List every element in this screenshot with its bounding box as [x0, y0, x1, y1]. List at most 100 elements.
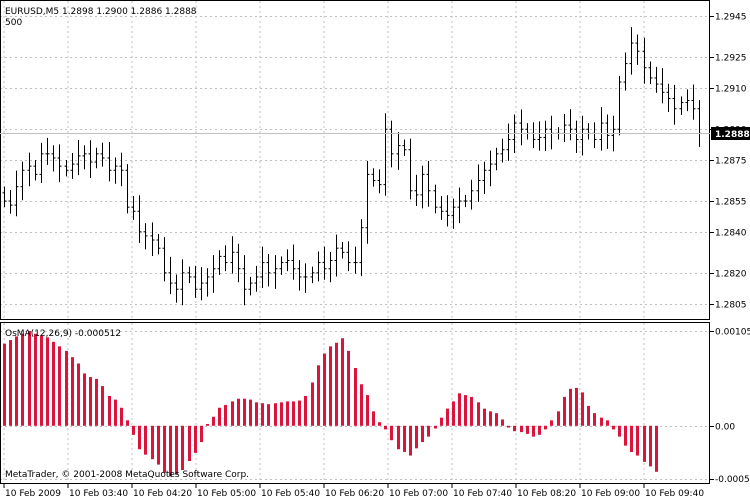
price-tick-label: 1.2945 [715, 13, 747, 23]
price-bar [334, 234, 339, 277]
symbol-info: EURUSD,M5 1.2898 1.2900 1.2886 1.2888 [5, 7, 197, 17]
osma-bar [630, 425, 633, 452]
osma-histogram[interactable] [3, 331, 658, 477]
price-bar [396, 132, 401, 170]
price-bar [679, 96, 684, 115]
osma-bar [384, 425, 387, 430]
osma-bar [501, 419, 504, 426]
price-bar [457, 187, 462, 224]
price-bar [414, 174, 419, 206]
osma-bar [126, 420, 129, 426]
osma-bar [95, 378, 98, 426]
osma-bar [58, 346, 61, 426]
osma-bar [415, 425, 418, 449]
osma-bar [557, 411, 560, 426]
osma-bar [286, 401, 289, 426]
price-bar [156, 233, 161, 255]
indicator-axis: 0.001053 0.00 -0.000587 [710, 328, 750, 485]
price-bar [217, 250, 222, 275]
osma-bar [477, 402, 480, 426]
osma-bar [151, 425, 154, 460]
price-bar [494, 147, 499, 171]
price-bar [340, 242, 345, 259]
osma-bar [83, 373, 86, 426]
osma-bar [329, 346, 332, 426]
osma-bar [40, 335, 43, 426]
osma-bar [52, 341, 55, 426]
price-bar [260, 246, 265, 288]
osma-bar [77, 363, 80, 426]
osma-bar [581, 392, 584, 426]
osma-bar [132, 425, 135, 435]
price-bar [205, 268, 210, 297]
price-bar [439, 196, 444, 220]
price-bar [482, 161, 487, 195]
price-bar [193, 265, 198, 298]
price-bar [8, 189, 13, 214]
osma-bar [206, 423, 209, 426]
time-tick-label: 10 Feb 07:40 [453, 489, 512, 499]
price-tick-label: 1.2875 [715, 157, 747, 167]
osma-bar [470, 396, 473, 426]
price-bar [568, 109, 573, 141]
time-tick-label: 10 Feb 07:00 [389, 489, 448, 499]
osma-bar [175, 425, 178, 475]
osma-bar [304, 396, 307, 426]
time-tick-label: 10 Feb 06:20 [325, 489, 384, 499]
price-bar [476, 164, 481, 202]
osma-bar [34, 333, 37, 426]
price-bar [27, 152, 32, 187]
osma-bar [120, 407, 123, 426]
price-bar [599, 107, 604, 151]
price-bar [685, 89, 690, 112]
price-bar [580, 115, 585, 156]
osma-bar [347, 350, 350, 426]
osma-bar [9, 340, 12, 426]
osma-bar [261, 403, 264, 426]
indicator-label[interactable]: OsMA(12,26,9) -0.000512 [5, 329, 121, 339]
price-bar [519, 109, 524, 146]
osma-bar [101, 386, 104, 426]
osma-bar [163, 425, 166, 473]
main-chart-grid [0, 1, 710, 320]
price-bar [20, 161, 25, 201]
time-tick-label: 10 Feb 05:00 [197, 489, 256, 499]
price-bar [70, 153, 75, 179]
osma-bar [600, 417, 603, 426]
osma-bar [366, 395, 369, 426]
price-bar [648, 61, 653, 85]
price-bar [445, 195, 450, 227]
osma-bar [434, 425, 437, 429]
time-tick-label: 10 Feb 08:20 [517, 489, 576, 499]
indicator-tick-label: 0.00 [715, 423, 735, 433]
price-tick-label: 1.2820 [715, 270, 747, 280]
price-bar [420, 165, 425, 209]
osma-bar [243, 398, 246, 426]
time-tick-label: 10 Feb 09:40 [645, 489, 704, 499]
osma-bar [593, 413, 596, 426]
price-bar [365, 160, 370, 244]
osma-bar [311, 382, 314, 426]
price-bar [629, 27, 634, 75]
osma-bar [267, 404, 270, 426]
osma-bar [569, 388, 572, 426]
current-price-label: 1.2888 [715, 130, 750, 140]
current-price-marker [711, 127, 750, 140]
price-bar [500, 138, 505, 163]
osma-bar [354, 368, 357, 426]
time-axis: 10 Feb 2009 10 Feb 03:40 10 Feb 04:20 10 Fe… [3, 484, 704, 499]
copyright-text: MetaTrader, © 2001-2008 MetaQuotes Softw… [5, 470, 249, 480]
osma-bar [495, 413, 498, 426]
osma-bar [624, 425, 627, 446]
osma-bar [360, 384, 363, 426]
price-bar [310, 266, 315, 284]
osma-bar [606, 420, 609, 426]
price-bar [377, 169, 382, 194]
price-bar [14, 170, 19, 217]
osma-bar [108, 396, 111, 426]
price-tick-label: 1.2855 [715, 198, 747, 208]
osma-bar [280, 402, 283, 426]
price-bar [617, 75, 622, 136]
price-bar [230, 236, 235, 274]
